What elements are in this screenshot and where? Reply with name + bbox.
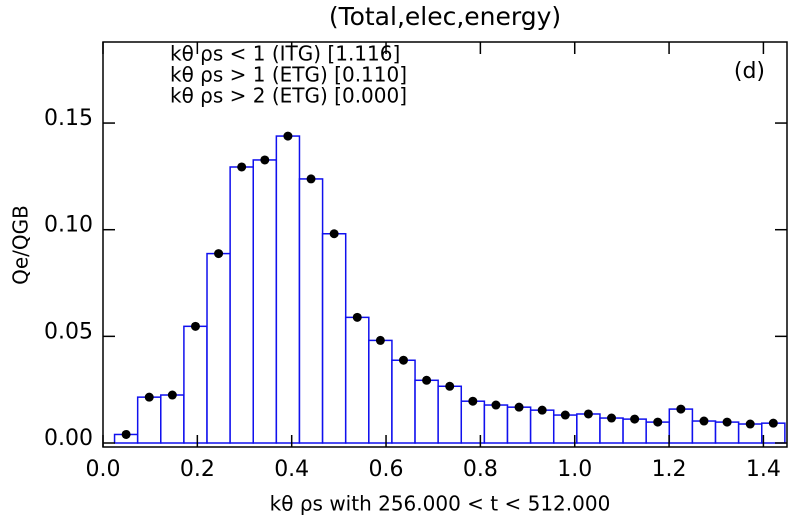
data-point [121,429,131,439]
bar [344,316,370,444]
data-point [607,413,617,423]
y-tick-label: 0.00 [44,426,93,451]
bar [668,408,694,444]
legend-line: kθ ρs < 1 (ITG) [1.116] [170,42,400,66]
data-point [167,390,177,400]
data-point [306,174,316,184]
data-point [144,392,154,402]
data-point [283,131,293,141]
data-point [537,405,547,415]
bar [160,394,185,444]
data-point [260,155,270,165]
data-point [237,162,247,172]
data-point [491,400,501,410]
bar [437,385,463,444]
data-point [445,381,455,391]
bar [529,409,555,444]
y-tick-label: 0.10 [44,213,93,238]
x-tick-label: 1.4 [746,457,781,482]
x-tick-label: 1.2 [652,457,687,482]
data-point [699,416,709,426]
bar [368,339,393,444]
bar [321,233,347,444]
plot-frame [102,41,788,448]
data-point [630,414,640,424]
data-point [768,418,778,428]
bar [298,178,324,444]
bar [229,166,254,444]
x-tick-label: 0.2 [180,457,215,482]
data-point [583,409,593,419]
bar [414,379,439,444]
x-tick-label: 0.8 [463,457,498,482]
data-point [329,229,339,239]
data-point [468,396,478,406]
bar [136,396,162,444]
data-point [676,404,686,414]
y-tick-label: 0.05 [44,319,93,344]
y-tick-label: 0.15 [44,106,93,131]
data-point [352,312,362,322]
data-point [560,410,570,420]
data-point [214,249,224,259]
data-point [398,355,408,365]
bar [183,325,208,444]
bar [252,159,278,444]
legend-line: kθ ρs > 2 (ETG) [0.000] [170,84,407,108]
data-point [422,375,432,385]
x-axis-label: kθ ρs with 256.000 < t < 512.000 [270,492,611,516]
bar [506,406,532,444]
data-point [653,417,663,427]
bar [275,135,301,444]
chart-title: (Total,elec,energy) [329,2,561,31]
legend-line: kθ ρs > 1 (ETG) [0.110] [170,63,407,87]
y-axis-label: Qe/QGB [9,205,33,285]
bar [483,404,509,444]
bar [391,359,416,444]
data-point [722,417,732,427]
x-tick-label: 0.6 [369,457,404,482]
x-tick-label: 0.0 [86,457,121,482]
data-point [514,402,524,412]
data-point [745,419,755,429]
annotation: (d) [734,59,765,84]
data-point [190,321,200,331]
x-tick-label: 0.4 [274,457,309,482]
bar [206,252,231,444]
data-point [375,335,385,345]
x-tick-label: 1.0 [557,457,592,482]
